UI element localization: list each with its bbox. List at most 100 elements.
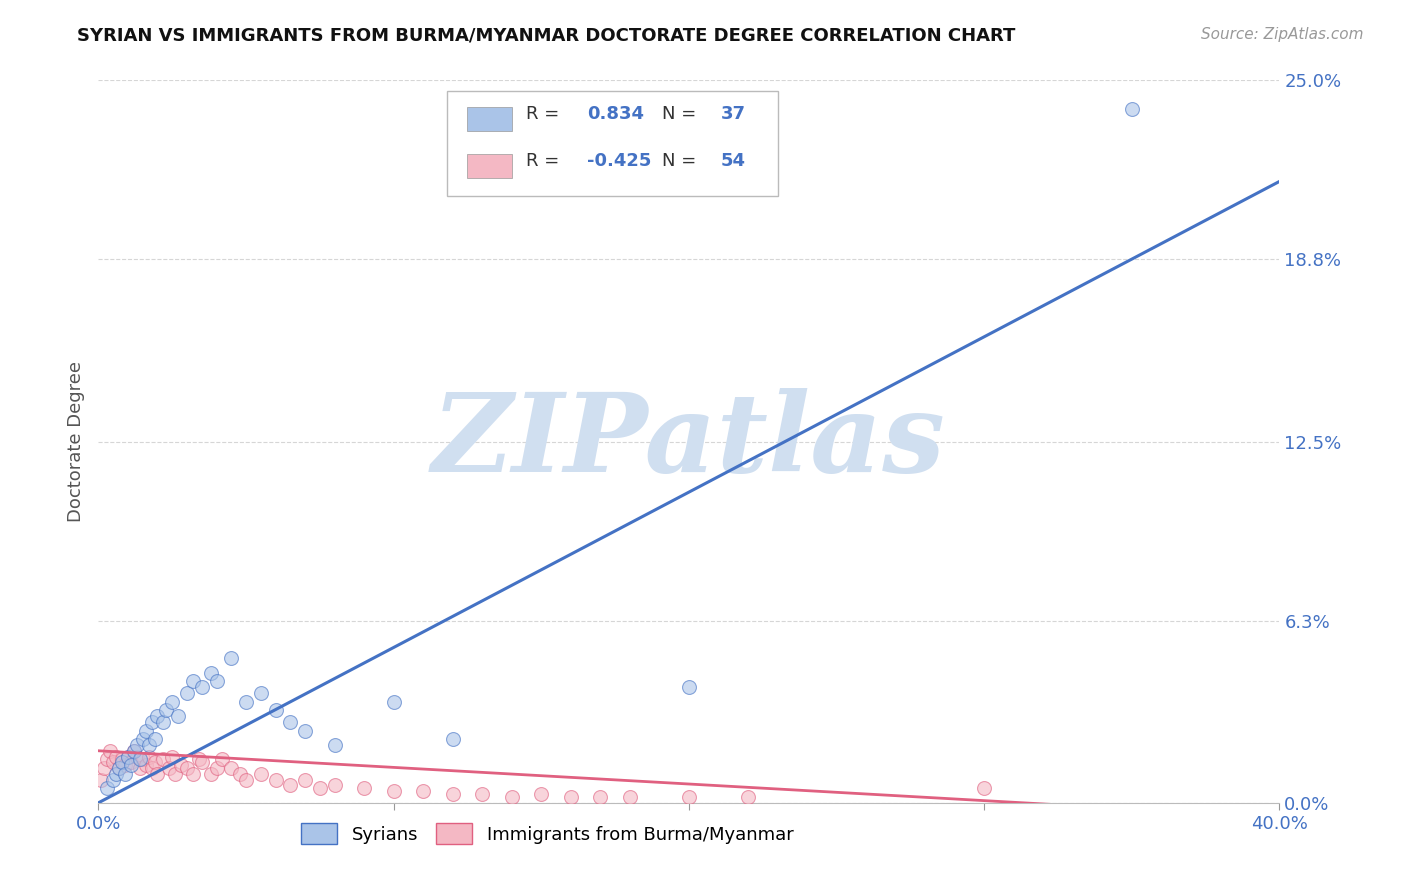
Point [211, 752, 233, 766]
Point [441, 787, 464, 801]
Point [221, 651, 243, 665]
Point [152, 714, 174, 729]
Point [382, 784, 405, 798]
Point [229, 767, 252, 781]
Point [105, 749, 128, 764]
Point [294, 772, 316, 787]
Point [162, 749, 183, 764]
Point [111, 752, 134, 766]
Point [309, 781, 332, 796]
Bar [467, 154, 512, 178]
Point [205, 674, 228, 689]
Text: R =: R = [526, 153, 565, 170]
Point [96, 781, 118, 796]
Point [294, 723, 316, 738]
Point [235, 695, 257, 709]
Point [120, 756, 142, 770]
Text: R =: R = [526, 105, 565, 123]
Point [589, 790, 612, 805]
Text: 54: 54 [721, 153, 745, 170]
Point [280, 779, 302, 793]
Point [146, 709, 169, 723]
Point [103, 756, 125, 770]
Point [125, 738, 148, 752]
Point [176, 761, 198, 775]
Point [135, 723, 157, 738]
Point [165, 767, 187, 781]
Point [221, 761, 243, 775]
Point [162, 695, 183, 709]
Point [157, 761, 180, 775]
Point [176, 686, 198, 700]
Point [108, 761, 131, 775]
Point [250, 767, 273, 781]
Point [128, 752, 150, 766]
Point [155, 703, 177, 717]
Point [530, 787, 553, 801]
Point [412, 784, 434, 798]
Legend: Syrians, Immigrants from Burma/Myanmar: Syrians, Immigrants from Burma/Myanmar [294, 816, 800, 852]
Point [353, 781, 375, 796]
Point [441, 732, 464, 747]
Point [205, 761, 228, 775]
Point [108, 761, 131, 775]
Point [501, 790, 523, 805]
Point [181, 674, 204, 689]
Point [973, 781, 995, 796]
Point [132, 732, 155, 747]
Point [382, 695, 405, 709]
Point [191, 680, 214, 694]
Point [152, 752, 174, 766]
Point [167, 709, 190, 723]
Point [122, 744, 145, 758]
Text: Source: ZipAtlas.com: Source: ZipAtlas.com [1201, 27, 1364, 42]
Text: SYRIAN VS IMMIGRANTS FROM BURMA/MYANMAR DOCTORATE DEGREE CORRELATION CHART: SYRIAN VS IMMIGRANTS FROM BURMA/MYANMAR … [77, 27, 1015, 45]
Y-axis label: Doctorate Degree: Doctorate Degree [66, 361, 84, 522]
Point [114, 758, 136, 772]
Point [96, 752, 118, 766]
Point [181, 767, 204, 781]
Point [98, 744, 121, 758]
Point [138, 749, 160, 764]
Point [141, 761, 163, 775]
Point [235, 772, 257, 787]
Point [187, 752, 209, 766]
Point [1121, 102, 1143, 116]
Point [560, 790, 582, 805]
Point [678, 680, 700, 694]
Text: 0.834: 0.834 [588, 105, 644, 123]
Point [117, 749, 139, 764]
Point [122, 744, 145, 758]
Text: N =: N = [662, 153, 702, 170]
Point [128, 761, 150, 775]
Point [135, 758, 157, 772]
Point [170, 758, 193, 772]
Point [264, 703, 287, 717]
Text: ZIPatlas: ZIPatlas [432, 388, 946, 495]
Text: N =: N = [662, 105, 702, 123]
Point [678, 790, 700, 805]
Point [138, 738, 160, 752]
Point [323, 738, 346, 752]
Point [114, 767, 136, 781]
Bar [467, 107, 512, 131]
Point [200, 665, 222, 680]
Point [323, 779, 346, 793]
Point [471, 787, 494, 801]
Point [619, 790, 641, 805]
Point [143, 756, 166, 770]
Point [120, 758, 142, 772]
Point [264, 772, 287, 787]
FancyBboxPatch shape [447, 91, 778, 196]
Point [250, 686, 273, 700]
Point [93, 761, 115, 775]
Point [132, 752, 155, 766]
Text: 37: 37 [721, 105, 745, 123]
Point [111, 756, 134, 770]
Point [191, 756, 214, 770]
Point [280, 714, 302, 729]
Point [143, 732, 166, 747]
Point [146, 767, 169, 781]
Point [105, 767, 128, 781]
Point [90, 772, 112, 787]
